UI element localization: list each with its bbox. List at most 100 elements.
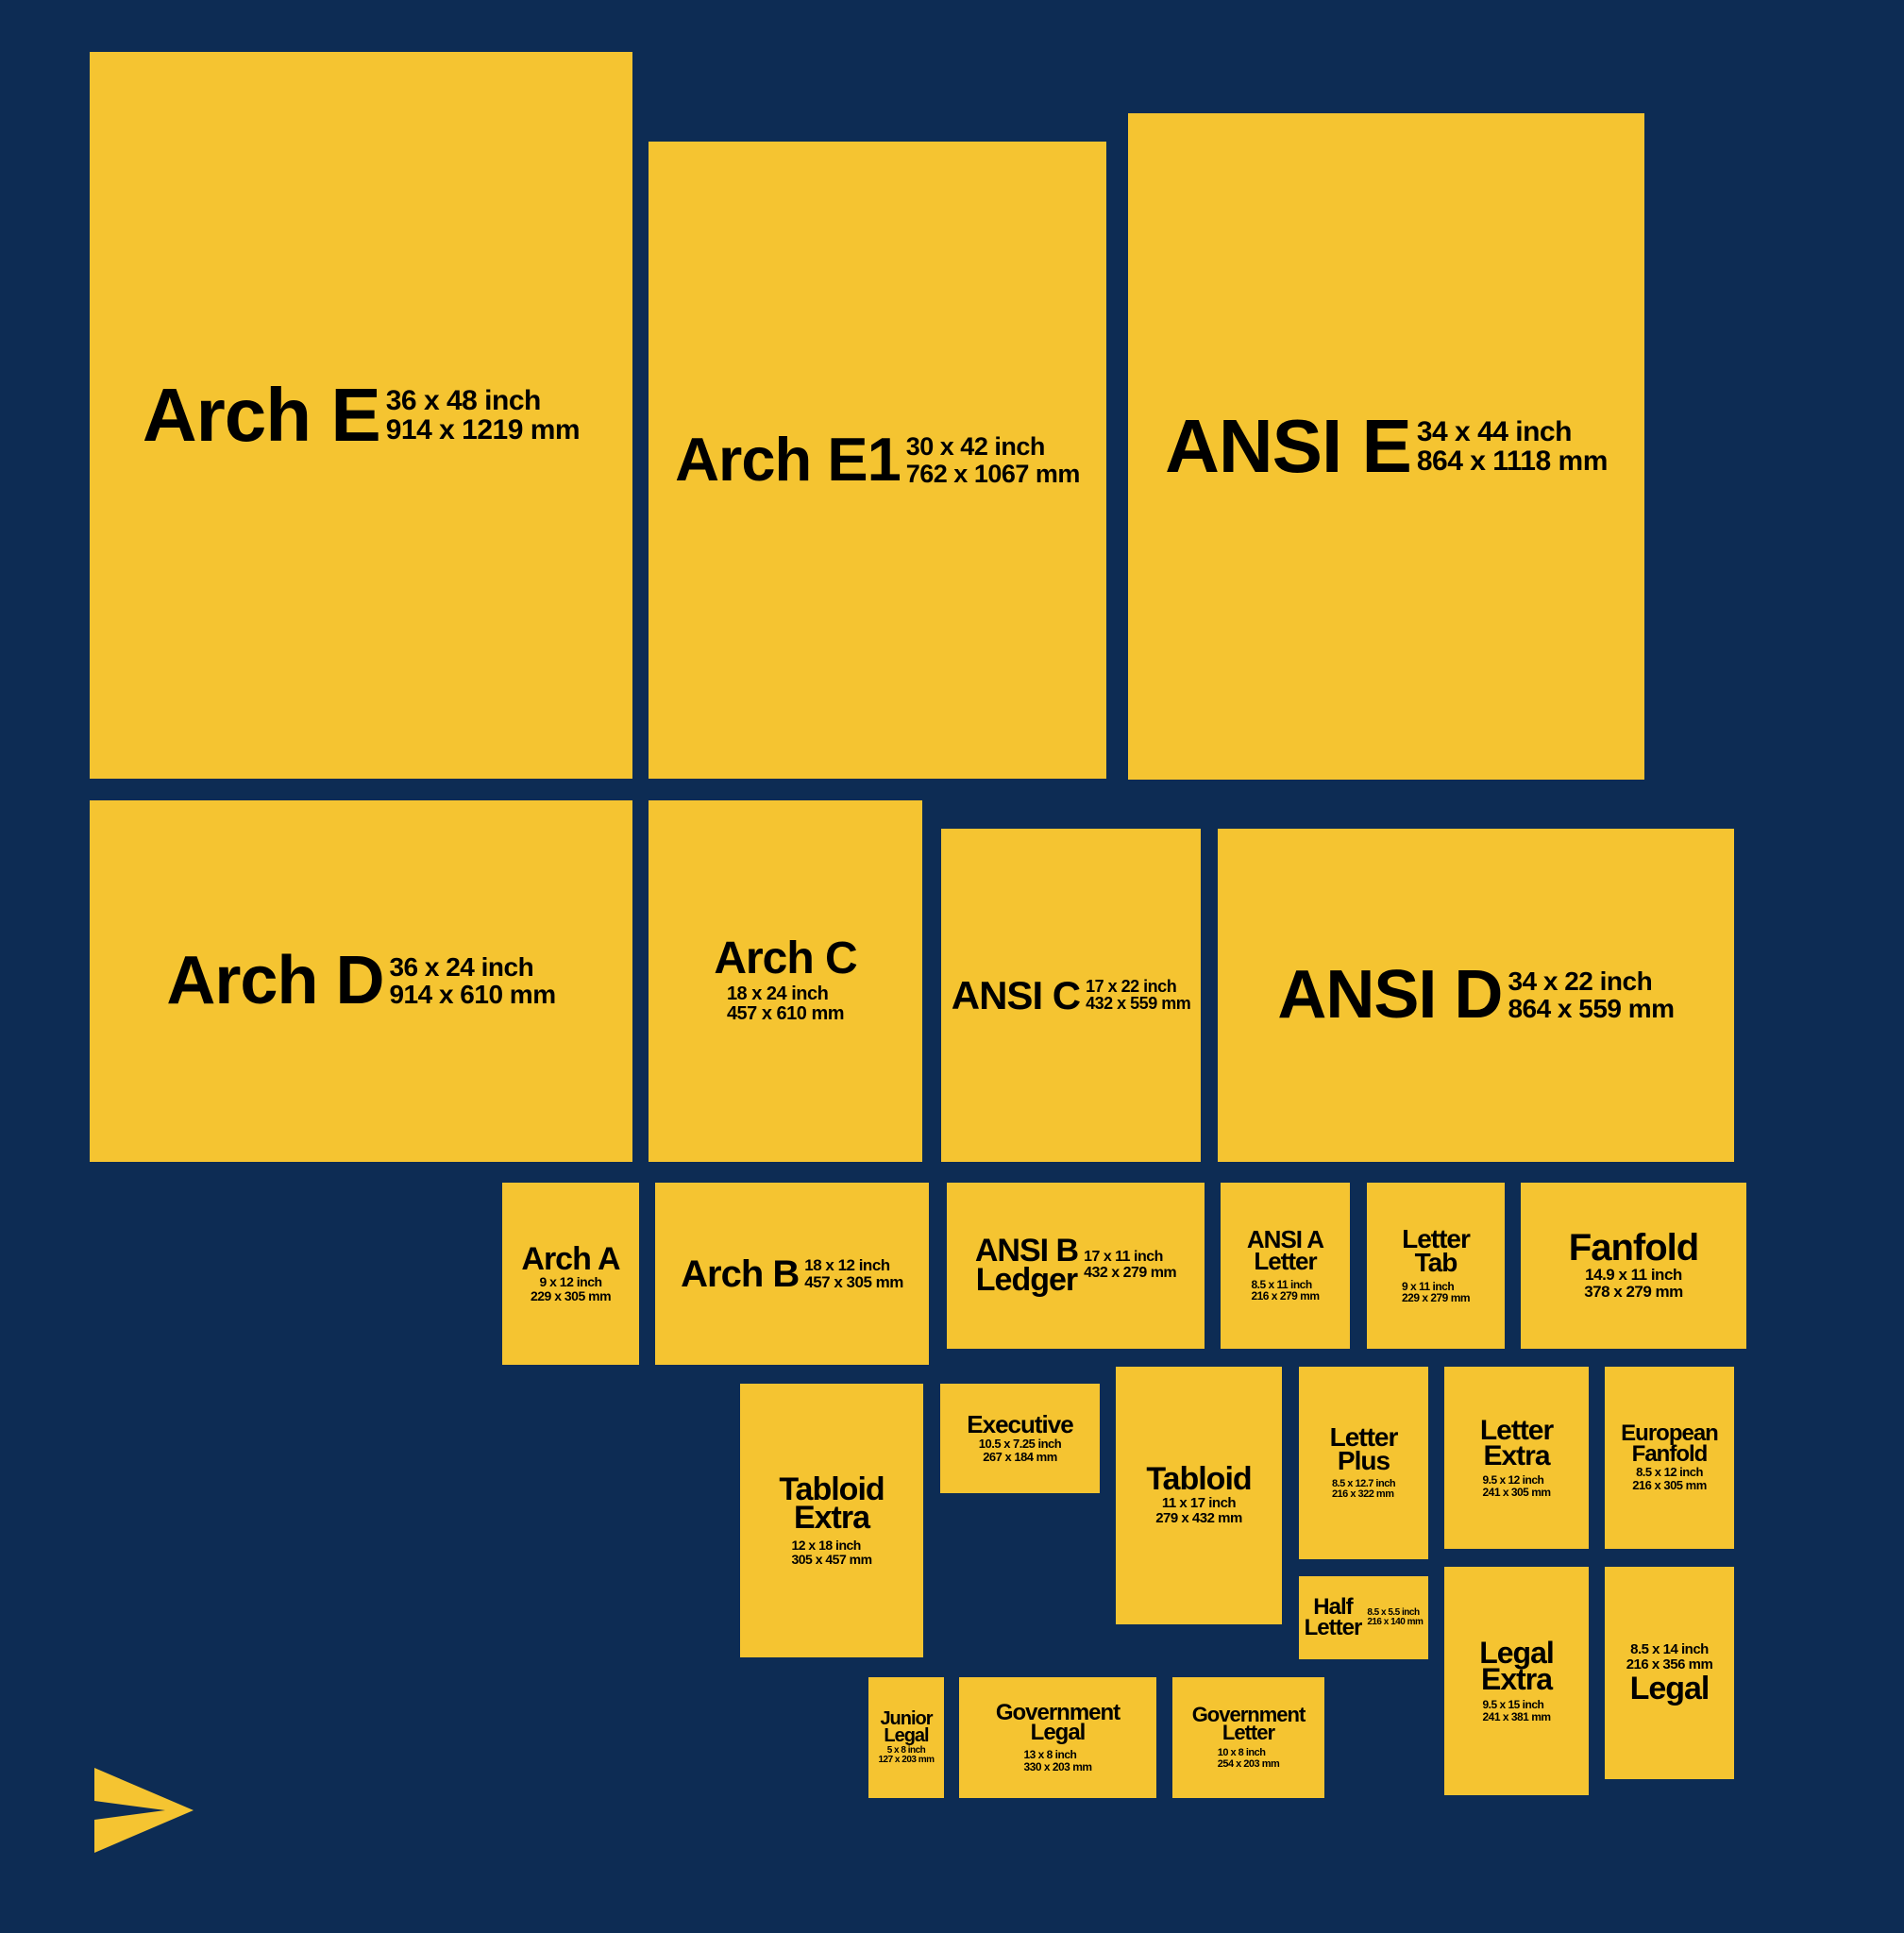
size-name: Letter Plus: [1330, 1425, 1398, 1472]
size-name: Half Letter: [1305, 1597, 1362, 1638]
size-dimensions: 36 x 24 inch914 x 610 mm: [389, 953, 555, 1009]
dim-inch: 30 x 42 inch: [906, 433, 1080, 460]
size-name: ANSI B Ledger: [975, 1236, 1078, 1294]
label: Government Letter 10 x 8 inch254 x 203 mm: [1175, 1706, 1322, 1771]
dim-mm: 229 x 279 mm: [1402, 1292, 1470, 1304]
dim-mm: 432 x 279 mm: [1084, 1266, 1176, 1282]
size-name: Arch A: [521, 1245, 619, 1274]
label: Letter Tab9 x 11 inch229 x 279 mm: [1370, 1227, 1502, 1304]
card-tabloid-extra: Tabloid Extra 12 x 18 inch305 x 457 mm: [740, 1384, 923, 1657]
label: Letter Plus 8.5 x 12.7 inch216 x 322 mm: [1302, 1425, 1426, 1500]
dim-mm: 216 x 279 mm: [1251, 1290, 1319, 1303]
label: Arch D36 x 24 inch914 x 610 mm: [166, 950, 555, 1012]
card-junior-legal: Junior Legal5 x 8 inch127 x 203 mm: [868, 1677, 944, 1798]
size-dimensions: 17 x 11 inch432 x 279 mm: [1084, 1250, 1176, 1282]
size-name: ANSI C: [952, 978, 1080, 1014]
size-name: Arch C: [714, 938, 856, 979]
dim-mm: 457 x 610 mm: [727, 1004, 844, 1024]
card-ansi-c: ANSI C17 x 22 inch432 x 559 mm: [941, 829, 1201, 1162]
size-dimensions: 13 x 8 inch330 x 203 mm: [1023, 1749, 1091, 1773]
dim-mm: 267 x 184 mm: [983, 1451, 1057, 1464]
label: ANSI A Letter8.5 x 11 inch216 x 279 mm: [1223, 1229, 1348, 1303]
dim-inch: 36 x 48 inch: [386, 386, 580, 416]
size-dimensions: 5 x 8 inch127 x 203 mm: [878, 1746, 934, 1766]
size-dimensions: 17 x 22 inch432 x 559 mm: [1086, 978, 1190, 1014]
dim-inch: 18 x 24 inch: [727, 984, 844, 1004]
dim-mm: 432 x 559 mm: [1086, 995, 1190, 1013]
label: Government Legal13 x 8 inch330 x 203 mm: [963, 1703, 1153, 1773]
dim-inch: 8.5 x 14 inch: [1630, 1642, 1709, 1657]
label: ANSI C17 x 22 inch432 x 559 mm: [952, 978, 1190, 1014]
dim-inch: 14.9 x 11 inch: [1585, 1267, 1682, 1284]
size-name: European Fanfold: [1621, 1423, 1718, 1464]
size-name: Tabloid: [1146, 1465, 1251, 1494]
size-dimensions: 11 x 17 inch279 x 432 mm: [1155, 1496, 1242, 1526]
dim-inch: 34 x 22 inch: [1508, 967, 1674, 995]
label: Arch E36 x 48 inch914 x 1219 mm: [143, 381, 580, 449]
size-dimensions: 14.9 x 11 inch378 x 279 mm: [1584, 1267, 1683, 1301]
size-name: Tabloid Extra: [779, 1475, 884, 1533]
size-dimensions: 8.5 x 5.5 inch216 x 140 mm: [1367, 1608, 1423, 1628]
size-name: Arch B: [681, 1257, 799, 1291]
size-dimensions: 12 x 18 inch305 x 457 mm: [791, 1538, 871, 1566]
card-arch-e1: Arch E130 x 42 inch762 x 1067 mm: [649, 142, 1106, 779]
size-dimensions: 8.5 x 12.7 inch216 x 322 mm: [1332, 1479, 1395, 1501]
size-name: ANSI E: [1165, 412, 1411, 480]
size-name: Letter Extra: [1480, 1418, 1553, 1469]
size-name: Arch E: [143, 381, 380, 449]
card-arch-b: Arch B 18 x 12 inch457 x 305 mm: [655, 1183, 929, 1365]
card-ansi-e: ANSI E34 x 44 inch864 x 1118 mm: [1128, 113, 1644, 780]
size-dimensions: 34 x 44 inch864 x 1118 mm: [1417, 417, 1608, 477]
card-legal-extra: Legal Extra9.5 x 15 inch241 x 381 mm: [1444, 1567, 1589, 1795]
card-ansi-a: ANSI A Letter8.5 x 11 inch216 x 279 mm: [1221, 1183, 1350, 1349]
dim-inch: 17 x 22 inch: [1086, 978, 1190, 996]
dim-mm: 216 x 322 mm: [1332, 1489, 1395, 1501]
card-executive: Executive10.5 x 7.25 inch267 x 184 mm: [940, 1384, 1100, 1493]
label: Junior Legal5 x 8 inch127 x 203 mm: [878, 1710, 934, 1766]
size-name: Arch D: [166, 950, 383, 1012]
card-arch-d: Arch D36 x 24 inch914 x 610 mm: [90, 800, 632, 1162]
dim-mm: 378 x 279 mm: [1584, 1284, 1683, 1301]
dim-mm: 127 x 203 mm: [878, 1756, 934, 1766]
label: Arch B 18 x 12 inch457 x 305 mm: [681, 1257, 903, 1291]
label: ANSI B Ledger17 x 11 inch432 x 279 mm: [975, 1236, 1176, 1294]
dim-inch: 18 x 12 inch: [804, 1257, 903, 1274]
size-dimensions: 34 x 22 inch864 x 559 mm: [1508, 967, 1674, 1023]
dim-mm: 457 x 305 mm: [804, 1274, 903, 1291]
dim-inch: 36 x 24 inch: [389, 953, 555, 981]
dim-mm: 241 x 305 mm: [1482, 1487, 1550, 1499]
dim-mm: 914 x 1219 mm: [386, 415, 580, 445]
card-half-letter: Half Letter8.5 x 5.5 inch216 x 140 mm: [1299, 1576, 1428, 1659]
size-dimensions: 9.5 x 12 inch241 x 305 mm: [1482, 1474, 1550, 1498]
size-name: Arch E1: [675, 432, 901, 488]
label: Tabloid Extra 12 x 18 inch305 x 457 mm: [744, 1475, 919, 1567]
size-name: Fanfold: [1569, 1231, 1698, 1265]
dim-mm: 216 x 305 mm: [1632, 1479, 1707, 1492]
label: 8.5 x 14 inch216 x 356 mmLegal: [1626, 1642, 1713, 1703]
dim-mm: 305 x 457 mm: [791, 1553, 871, 1567]
dim-inch: 10.5 x 7.25 inch: [979, 1437, 1061, 1451]
label: Arch C 18 x 24 inch457 x 610 mm: [654, 938, 917, 1024]
size-dimensions: 30 x 42 inch762 x 1067 mm: [906, 433, 1080, 487]
size-dimensions: 10.5 x 7.25 inch267 x 184 mm: [979, 1437, 1061, 1463]
dim-inch: 9 x 12 inch: [539, 1275, 601, 1289]
dim-inch: 13 x 8 inch: [1023, 1749, 1091, 1761]
card-legal: 8.5 x 14 inch216 x 356 mmLegal: [1605, 1567, 1734, 1779]
card-arch-c: Arch C 18 x 24 inch457 x 610 mm: [649, 800, 922, 1162]
dim-mm: 330 x 203 mm: [1023, 1761, 1091, 1773]
dim-mm: 241 x 381 mm: [1482, 1711, 1550, 1723]
label: Legal Extra9.5 x 15 inch241 x 381 mm: [1447, 1639, 1586, 1723]
dim-inch: 8.5 x 12 inch: [1636, 1466, 1703, 1479]
card-arch-a: Arch A9 x 12 inch229 x 305 mm: [502, 1183, 639, 1365]
size-name: Legal Extra: [1479, 1639, 1554, 1694]
card-euro-fanfold: European Fanfold 8.5 x 12 inch216 x 305 m…: [1605, 1367, 1734, 1549]
card-tabloid: Tabloid11 x 17 inch279 x 432 mm: [1116, 1367, 1282, 1624]
card-ansi-b: ANSI B Ledger17 x 11 inch432 x 279 mm: [947, 1183, 1205, 1349]
size-dimensions: 10 x 8 inch254 x 203 mm: [1218, 1748, 1280, 1770]
dim-inch: 34 x 44 inch: [1417, 417, 1608, 447]
label: Letter Extra 9.5 x 12 inch241 x 305 mm: [1447, 1418, 1586, 1498]
label: Arch E130 x 42 inch762 x 1067 mm: [675, 432, 1080, 488]
paper-plane-icon: [85, 1754, 198, 1867]
size-name: Government Letter: [1192, 1706, 1306, 1743]
size-name: ANSI A Letter: [1247, 1229, 1323, 1273]
